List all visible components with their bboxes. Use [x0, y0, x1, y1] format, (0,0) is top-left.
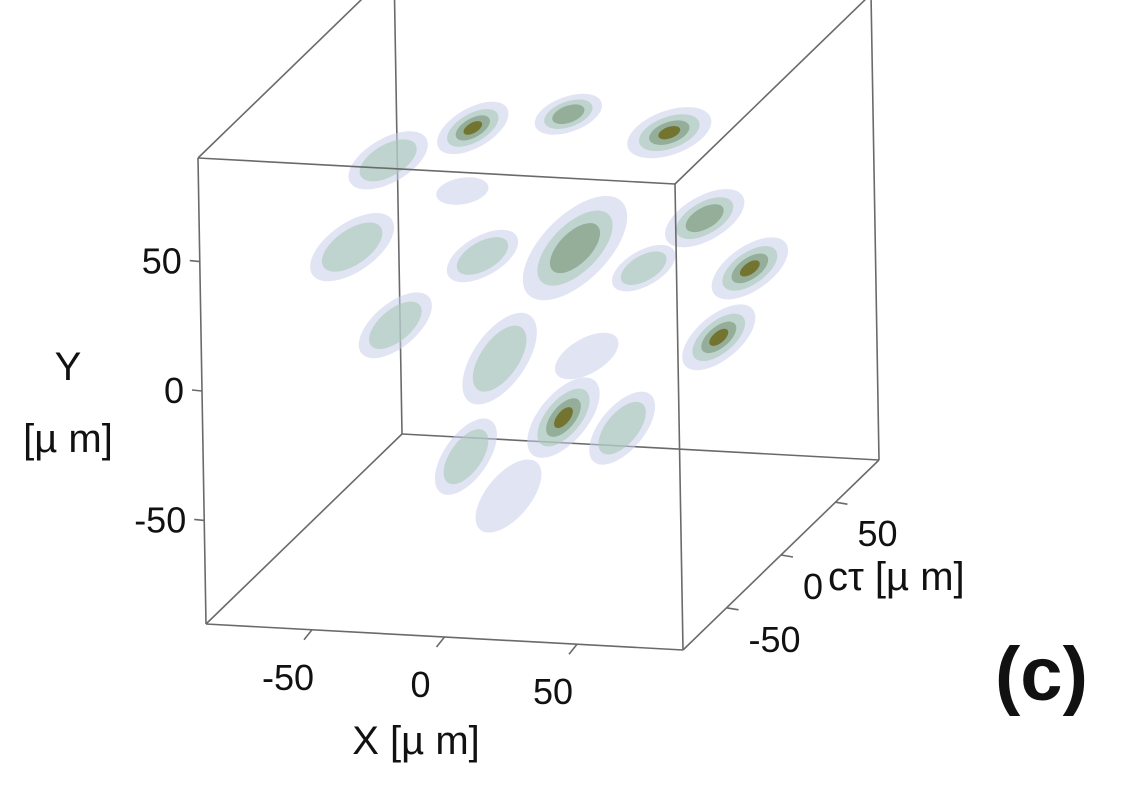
edge-front-right	[674, 183, 684, 651]
blob-14	[682, 304, 756, 371]
blob-14-layer-3	[709, 328, 729, 346]
blob-2	[627, 107, 712, 159]
blob-12-layer-0	[554, 332, 619, 380]
blob-10-layer-1	[369, 301, 422, 349]
blob-9	[611, 244, 676, 292]
isosurface-blobs	[310, 93, 789, 533]
blob-17	[589, 391, 656, 465]
box-back-edges	[205, 0, 880, 625]
blob-4-layer-0	[436, 177, 489, 205]
blob-18	[475, 459, 542, 533]
x-tick-label-1: 0	[410, 664, 430, 705]
y-tick-2	[189, 259, 200, 263]
y-tick-label-0: -50	[134, 499, 186, 540]
y-axis-label: Y	[55, 345, 82, 389]
blob-15	[527, 377, 600, 458]
edge-left-top-depth	[197, 0, 363, 159]
blob-16	[434, 418, 497, 495]
z-tick-label-1: 0	[803, 566, 823, 607]
blob-5	[310, 212, 395, 282]
blob-5-layer-1	[321, 222, 383, 272]
blob-17-layer-1	[598, 401, 646, 455]
blob-9-layer-1	[620, 251, 667, 285]
blob-6-layer-1	[456, 237, 509, 275]
blob-10	[358, 292, 432, 359]
blob-3-layer-1	[359, 139, 417, 182]
z-tick-label-0: -50	[749, 619, 801, 660]
blob-8-layer-2	[685, 204, 724, 233]
blob-1	[534, 93, 602, 135]
z-axis-label: cτ [µ m]	[828, 555, 965, 599]
x-axis-label: X [µ m]	[352, 719, 480, 763]
edge-back-right	[870, 0, 880, 461]
blob-12	[554, 332, 619, 380]
x-tick-1	[435, 636, 446, 648]
z-tick-2	[835, 501, 848, 506]
edge-right-top-depth	[674, 0, 866, 185]
x-tick-label-0: -50	[262, 657, 314, 698]
z-tick-label-2: 50	[857, 513, 897, 554]
blob-3	[348, 131, 428, 190]
x-tick-2	[568, 643, 578, 655]
blob-2-layer-3	[658, 126, 681, 140]
y-tick-1	[191, 389, 203, 392]
blob-13-layer-3	[739, 260, 760, 277]
blob-18-layer-0	[475, 459, 542, 533]
blob-1-layer-2	[552, 104, 585, 125]
x-tick-0	[303, 629, 313, 641]
x-tick-label-2: 50	[533, 671, 573, 712]
y-tick-label-1: 0	[164, 370, 184, 411]
blob-6	[446, 229, 519, 283]
y-tick-0	[194, 518, 205, 522]
blob-7-layer-2	[549, 223, 601, 274]
blob-0	[437, 101, 509, 155]
blob-7	[522, 195, 628, 301]
y-axis-unit: [µ m]	[23, 417, 113, 461]
blob-0-layer-3	[463, 121, 483, 135]
edge-left-bottom-depth	[205, 433, 403, 625]
panel-label: (c)	[995, 632, 1088, 717]
blob-16-layer-1	[443, 429, 489, 485]
blob-11	[462, 312, 537, 405]
z-tick-0	[726, 606, 739, 611]
blob-11-layer-1	[472, 325, 527, 392]
blob-4	[436, 177, 489, 205]
blob-13	[711, 237, 789, 300]
box-front-edges	[197, 0, 880, 651]
edge-back-vertical	[393, 0, 403, 435]
y-tick-label-2: 50	[142, 241, 182, 282]
blob-15-layer-3	[554, 407, 573, 429]
z-tick-1	[780, 554, 794, 558]
edge-front-top	[197, 157, 676, 185]
blob-8	[665, 189, 745, 248]
